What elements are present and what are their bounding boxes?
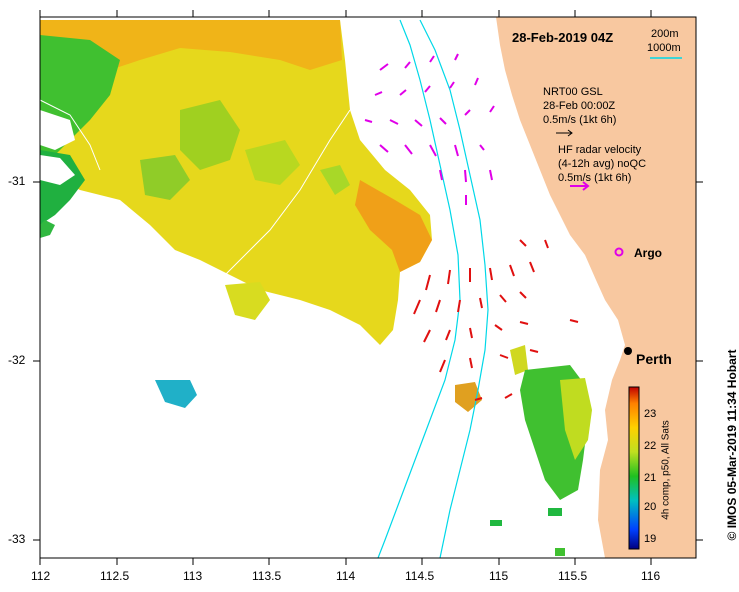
x-tick-113: 113 bbox=[183, 569, 203, 583]
x-tick-114-5: 114.5 bbox=[405, 569, 435, 583]
argo-marker[interactable] bbox=[614, 247, 624, 257]
nrt-legend-line1: NRT00 GSL bbox=[543, 86, 603, 98]
colorbar-tick-23: 23 bbox=[644, 408, 657, 420]
map-title: 28-Feb-2019 04Z bbox=[512, 30, 614, 45]
nrt-legend-line2: 28-Feb 00:00Z bbox=[543, 100, 616, 112]
nrt-legend-arrow bbox=[556, 129, 573, 137]
x-tick-112: 112 bbox=[31, 569, 51, 583]
nrt-current-vectors bbox=[413, 239, 579, 401]
y-tick-minus-31: -31 bbox=[8, 174, 26, 188]
depth-label-200m: 200m bbox=[651, 28, 679, 40]
x-tick-115: 115 bbox=[489, 569, 509, 583]
colorbar-tick-21: 21 bbox=[644, 472, 657, 484]
perth-label: Perth bbox=[636, 351, 672, 367]
argo-label: Argo bbox=[634, 246, 662, 260]
x-tick-114: 114 bbox=[336, 569, 356, 583]
hf-radar-vectors bbox=[364, 53, 495, 205]
colorbar-tick-22: 22 bbox=[644, 440, 657, 452]
hf-legend-line1: HF radar velocity bbox=[558, 144, 642, 156]
nrt-legend: NRT00 GSL 28-Feb 00:00Z 0.5m/s (1kt 6h) bbox=[543, 85, 616, 127]
land-mass bbox=[496, 17, 696, 558]
perth-marker[interactable] bbox=[624, 347, 632, 355]
x-tick-112-5: 112.5 bbox=[100, 569, 130, 583]
colorbar bbox=[628, 386, 640, 550]
x-tick-116: 116 bbox=[641, 569, 661, 583]
cloud-gaps bbox=[40, 110, 75, 185]
x-tick-113-5: 113.5 bbox=[252, 569, 282, 583]
colorbar-tick-20: 20 bbox=[644, 501, 657, 513]
y-tick-marks bbox=[33, 181, 703, 541]
y-tick-minus-32: -32 bbox=[8, 353, 26, 367]
colorbar-label: 4h comp, p50, All Sats bbox=[660, 420, 672, 520]
depth-label-1000m: 1000m bbox=[647, 42, 681, 54]
hf-legend: HF radar velocity (4-12h avg) noQC 0.5m/… bbox=[558, 143, 646, 185]
nrt-legend-line3: 0.5m/s (1kt 6h) bbox=[543, 114, 617, 126]
y-tick-minus-33: -33 bbox=[8, 532, 26, 546]
x-tick-marks bbox=[39, 10, 652, 565]
credit-text: © IMOS 05-Mar-2019 11:34 Hobart bbox=[725, 349, 739, 541]
x-tick-115-5: 115.5 bbox=[558, 569, 588, 583]
plot-frame bbox=[39, 16, 697, 559]
colorbar-tick-19: 19 bbox=[644, 533, 657, 545]
hf-legend-line2: (4-12h avg) noQC bbox=[558, 158, 647, 170]
sst-field bbox=[40, 20, 592, 556]
hf-legend-arrow bbox=[570, 181, 590, 191]
hf-legend-line3: 0.5m/s (1kt 6h) bbox=[558, 172, 632, 184]
track-line bbox=[39, 99, 351, 276]
